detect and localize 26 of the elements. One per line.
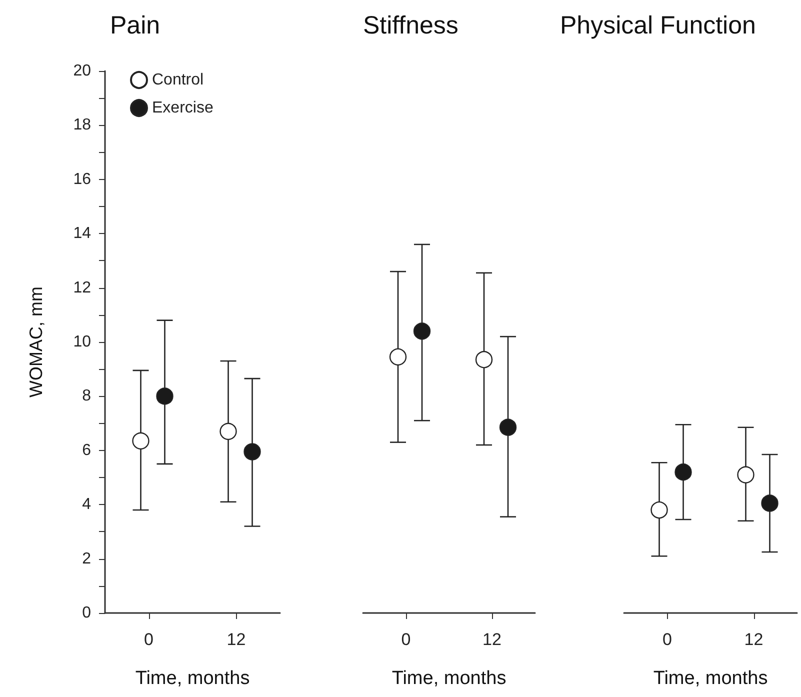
- y-tick-label: 2: [82, 550, 92, 568]
- chart-title: Physical Function: [560, 12, 756, 40]
- chart-title: Stiffness: [363, 12, 458, 40]
- y-tick-label: 18: [73, 116, 92, 134]
- chart-title: Pain: [110, 12, 160, 40]
- x-axis-title: Time, months: [653, 668, 768, 689]
- x-tick-label: 0: [401, 630, 411, 649]
- y-tick-label: 4: [82, 496, 92, 514]
- y-tick-label: 12: [73, 279, 92, 296]
- x-tick-label: 12: [226, 630, 246, 649]
- y-axis-title: WOMAC, mm: [26, 286, 46, 398]
- y-tick-label: 8: [82, 388, 92, 405]
- x-tick-label: 0: [144, 630, 154, 649]
- x-axis-title: Time, months: [135, 668, 250, 689]
- x-tick-label: 12: [744, 630, 764, 649]
- x-axis-title: Time, months: [392, 668, 506, 689]
- legend-label: Control: [152, 72, 204, 88]
- y-tick-label: 14: [73, 225, 92, 242]
- y-tick-label: 10: [73, 334, 92, 350]
- y-tick-label: 0: [82, 604, 92, 622]
- y-tick-label: 20: [73, 62, 92, 80]
- y-tick-label: 6: [82, 442, 92, 459]
- legend-label: Exercise: [152, 100, 214, 116]
- y-tick-label: 16: [73, 170, 92, 188]
- x-tick-label: 12: [482, 630, 502, 649]
- x-tick-label: 0: [662, 630, 672, 649]
